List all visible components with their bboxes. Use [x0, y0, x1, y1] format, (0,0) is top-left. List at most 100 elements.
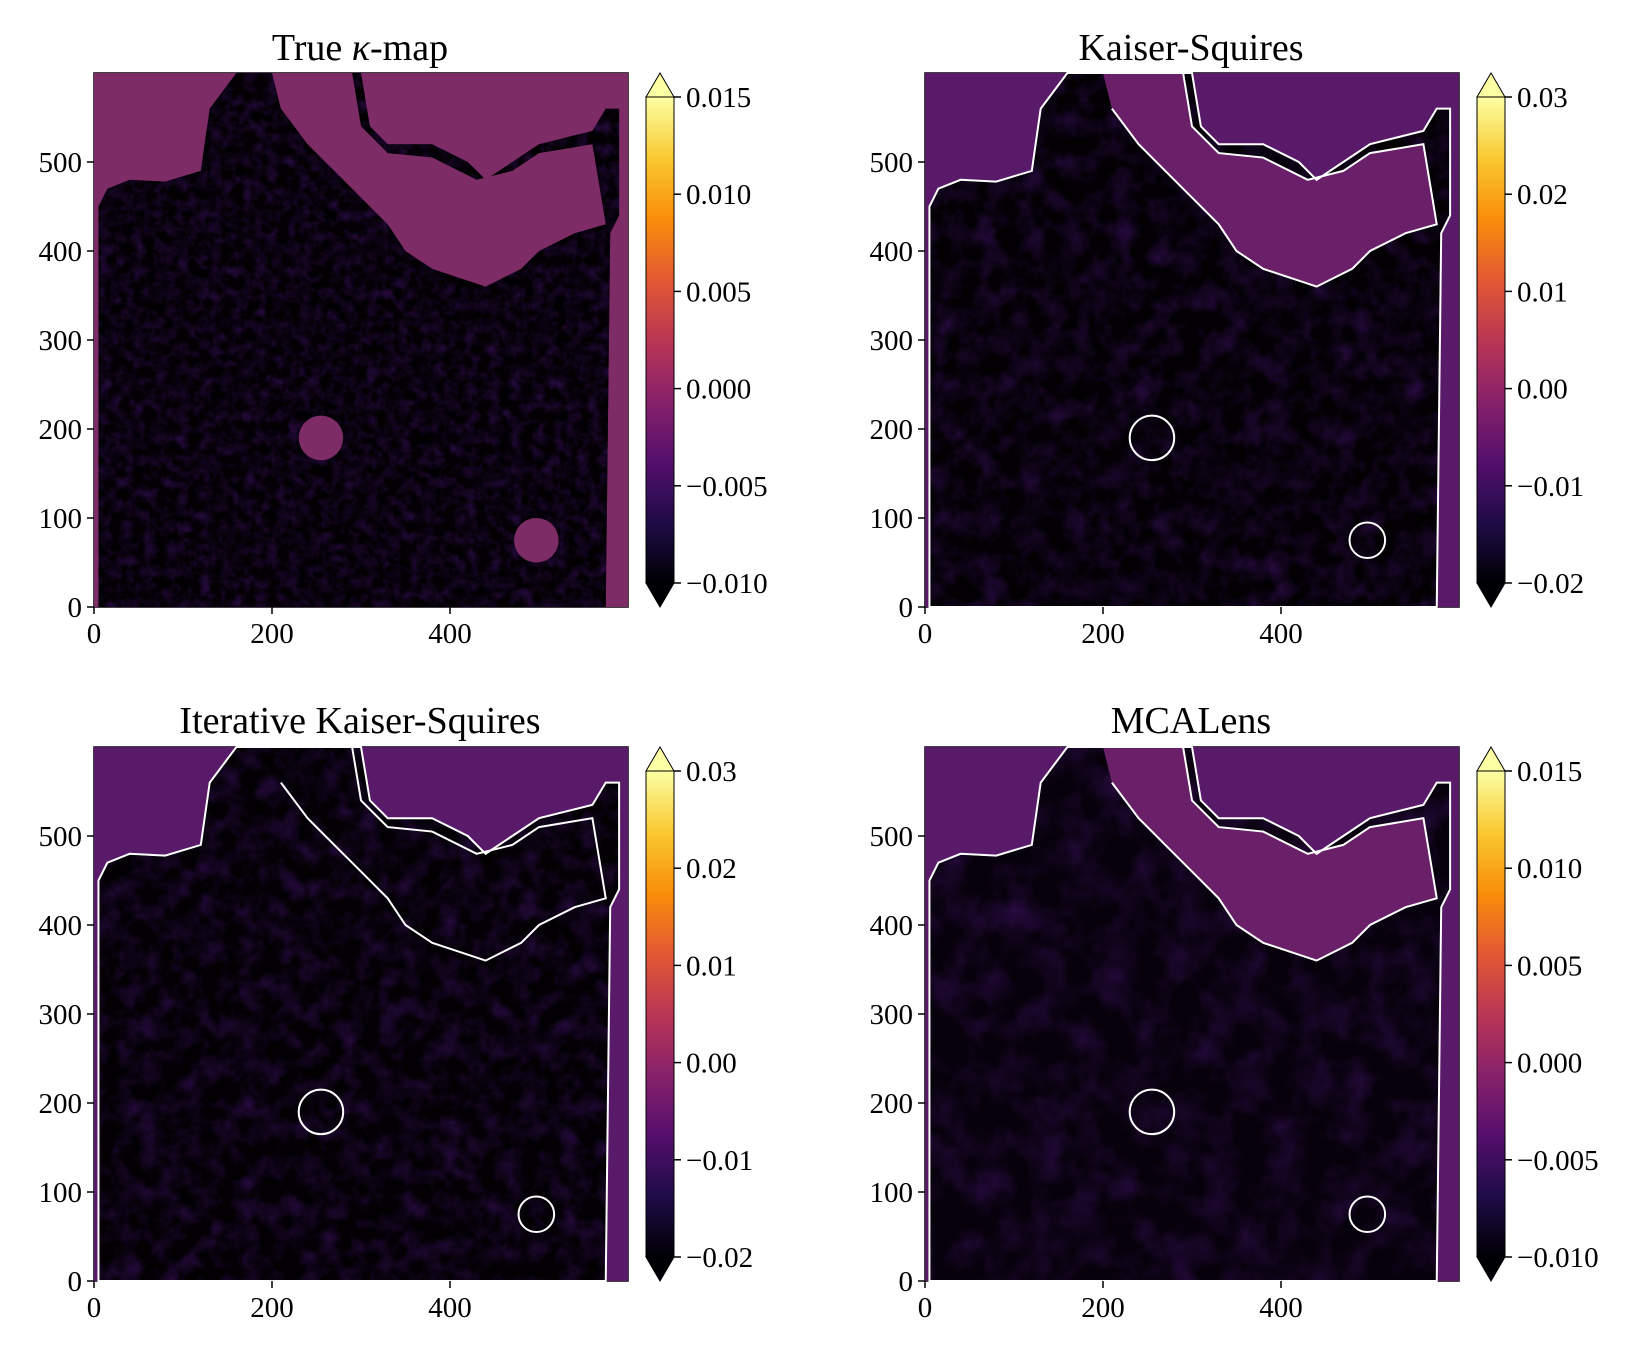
colorbar-tick-label: 0.03	[686, 756, 737, 788]
y-tick-label: 300	[39, 325, 83, 357]
panel-iterative-kaiser-squires: Iterative Kaiser-Squires 0 200 400 0 100 200 3…	[39, 700, 754, 1324]
x-tick-label: 400	[1259, 618, 1303, 650]
x-tick-label: 400	[1259, 1292, 1303, 1324]
axes-ticks: 0 200 400 0 100 200 300 400 500	[870, 821, 1303, 1324]
colorbar-extend-max	[645, 746, 675, 772]
colorbar-tick-label: 0.00	[686, 1048, 737, 1080]
kappa-map-image	[925, 73, 1459, 607]
colorbar-extend-min	[645, 1256, 675, 1282]
y-tick-label: 500	[870, 147, 914, 179]
y-tick-label: 100	[870, 1177, 914, 1209]
panel-title: Iterative Kaiser-Squires	[179, 700, 540, 742]
colorbar-tick-label: 0.01	[1517, 276, 1568, 308]
colorbar-tick-label: 0.02	[1517, 179, 1568, 211]
x-tick-label: 200	[250, 618, 294, 650]
colorbar-gradient	[646, 771, 674, 1257]
y-tick-label: 500	[39, 147, 83, 179]
unobserved-region	[1103, 747, 1437, 961]
colorbar-extend-min	[645, 582, 675, 608]
colorbar-gradient	[1477, 771, 1505, 1257]
colorbar-frame	[645, 96, 675, 584]
colorbar: −0.02 −0.01 0.00 0.01 0.02 0.03	[1476, 72, 1584, 608]
panel-true-kappa-map: True κ-map 0 200 400 0 100 200 300 400 500 −0.01…	[39, 27, 768, 650]
mask-contour	[928, 72, 1452, 608]
mask-outline	[928, 746, 1452, 1282]
colorbar-extend-max	[1476, 72, 1506, 98]
x-tick-label: 200	[1081, 618, 1125, 650]
empty-region-outline	[272, 746, 607, 962]
y-tick-label: 300	[870, 999, 914, 1031]
y-tick-label: 200	[39, 1088, 83, 1120]
y-tick-label: 100	[39, 1177, 83, 1209]
colorbar-tick-label: 0.000	[686, 374, 751, 406]
y-tick-label: 400	[870, 910, 914, 942]
axes-ticks: 0 200 400 0 100 200 300 400 500	[39, 821, 472, 1324]
colorbar-tick-label: 0.000	[1517, 1048, 1582, 1080]
colorbar-tick-label: 0.005	[1517, 950, 1582, 982]
x-tick-label: 0	[87, 1292, 102, 1324]
mask-hole	[298, 415, 344, 461]
x-tick-label: 0	[87, 618, 102, 650]
colorbar-tick-label: 0.02	[686, 853, 737, 885]
y-tick-label: 0	[899, 592, 914, 624]
panel-title: True κ-map	[272, 27, 448, 69]
colorbar: −0.02 −0.01 0.00 0.01 0.02 0.03	[645, 746, 753, 1282]
colorbar: −0.010 −0.005 0.000 0.005 0.010 0.015	[645, 72, 768, 608]
y-tick-label: 0	[68, 592, 83, 624]
empty-region-outline	[1103, 746, 1438, 962]
y-tick-label: 100	[39, 503, 83, 535]
y-tick-label: 200	[39, 414, 83, 446]
y-tick-label: 200	[870, 1088, 914, 1120]
colorbar-tick-label: 0.015	[686, 82, 751, 114]
colorbar-extend-max	[1476, 746, 1506, 772]
mask-contour	[97, 746, 621, 1282]
x-tick-label: 0	[918, 1292, 933, 1324]
colorbar-frame	[1476, 770, 1506, 1258]
mask-hole	[1348, 521, 1387, 560]
colorbar-tick-label: −0.005	[686, 471, 768, 503]
y-tick-label: 400	[870, 236, 914, 268]
colorbar-tick-label: −0.010	[1517, 1242, 1599, 1274]
mask-hole	[1348, 1195, 1387, 1234]
y-tick-label: 300	[39, 999, 83, 1031]
mask-outline	[928, 72, 1452, 608]
colorbar-extend-min	[1476, 582, 1506, 608]
colorbar: −0.010 −0.005 0.000 0.005 0.010 0.015	[1476, 746, 1599, 1282]
colorbar-tick-label: −0.010	[686, 568, 768, 600]
colorbar-tick-label: 0.01	[686, 950, 737, 982]
unobserved-region	[272, 73, 606, 287]
panel-kaiser-squires: Kaiser-Squires 0 200 400 0 100 200 300 400 500 −…	[870, 27, 1585, 650]
y-tick-label: 500	[870, 821, 914, 853]
colorbar-tick-label: 0.010	[1517, 853, 1582, 885]
colorbar-gradient	[1477, 97, 1505, 583]
colorbar-tick-label: 0.03	[1517, 82, 1568, 114]
colorbar-gradient	[646, 97, 674, 583]
axes-ticks: 0 200 400 0 100 200 300 400 500	[870, 147, 1303, 650]
kappa-map-image	[925, 747, 1459, 1281]
mask-hole	[517, 1195, 556, 1234]
colorbar-frame	[645, 770, 675, 1258]
y-tick-label: 500	[39, 821, 83, 853]
empty-region-outline	[1103, 72, 1438, 288]
y-tick-label: 300	[870, 325, 914, 357]
mask-hole	[514, 518, 559, 563]
colorbar-tick-label: 0.005	[686, 276, 751, 308]
colorbar-tick-label: −0.01	[1517, 471, 1584, 503]
unobserved-region	[1103, 73, 1437, 287]
y-tick-label: 400	[39, 910, 83, 942]
colorbar-tick-label: 0.010	[686, 179, 751, 211]
y-tick-label: 0	[899, 1266, 914, 1298]
x-tick-label: 0	[918, 618, 933, 650]
y-tick-label: 400	[39, 236, 83, 268]
colorbar-frame	[1476, 96, 1506, 584]
x-tick-label: 400	[428, 618, 472, 650]
colorbar-tick-label: 0.015	[1517, 756, 1582, 788]
kappa-map-image	[94, 73, 628, 607]
colorbar-tick-label: −0.02	[1517, 568, 1584, 600]
kappa-map-image	[94, 747, 628, 1281]
y-tick-label: 200	[870, 414, 914, 446]
colorbar-tick-label: −0.005	[1517, 1145, 1599, 1177]
